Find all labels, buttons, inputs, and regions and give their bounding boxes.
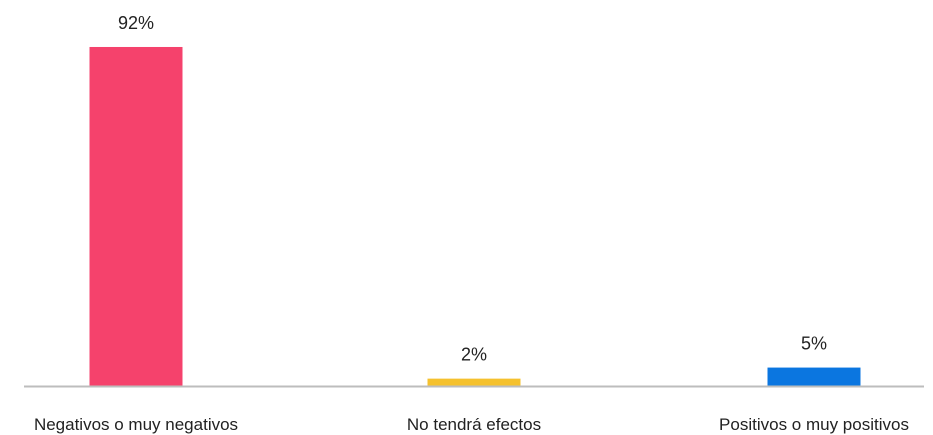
value-label-3: 5% bbox=[801, 334, 827, 354]
value-label-1: 92% bbox=[118, 13, 154, 33]
category-label-3: Positivos o muy positivos bbox=[719, 415, 909, 434]
value-labels-layer: 92% 2% 5% bbox=[118, 13, 827, 365]
bar-3 bbox=[767, 367, 861, 386]
bar-2 bbox=[427, 378, 521, 386]
category-label-1: Negativos o muy negativos bbox=[34, 415, 238, 434]
category-label-2: No tendrá efectos bbox=[407, 415, 541, 434]
bars-layer bbox=[89, 46, 861, 386]
category-labels-layer: Negativos o muy negativos No tendrá efect… bbox=[34, 415, 909, 434]
bar-1 bbox=[89, 46, 183, 386]
value-label-2: 2% bbox=[461, 345, 487, 365]
